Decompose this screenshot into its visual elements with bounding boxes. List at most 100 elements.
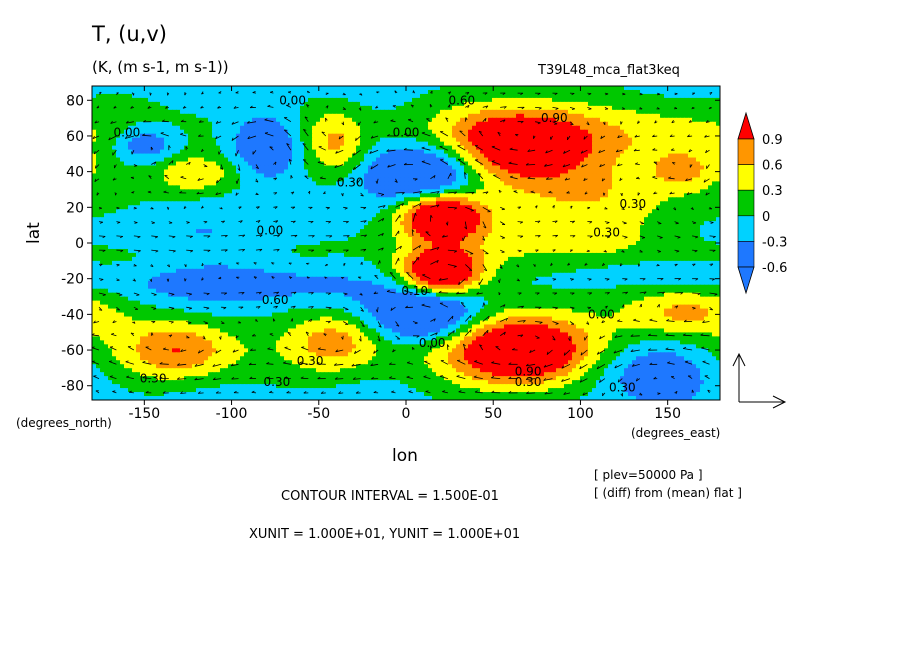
field-cell (284, 181, 289, 186)
field-cell (648, 165, 653, 171)
field-cell (700, 109, 705, 115)
field-cell (608, 169, 613, 175)
field-cell (716, 101, 720, 107)
field-cell (628, 89, 633, 95)
field-cell (348, 129, 353, 135)
field-cell (148, 201, 153, 206)
field-cell (116, 133, 121, 139)
field-cell (296, 185, 301, 190)
field-cell (420, 185, 425, 190)
field-cell (180, 117, 185, 123)
field-cell (416, 89, 421, 95)
field-cell (156, 97, 161, 103)
field-cell (192, 169, 197, 175)
field-cell (192, 117, 197, 123)
field-cell (420, 149, 425, 155)
field-cell (444, 185, 449, 190)
field-cell (456, 201, 461, 206)
field-cell (692, 113, 697, 119)
field-cell (592, 153, 597, 159)
field-cell (196, 157, 201, 163)
field-cell (264, 89, 269, 95)
field-cell (188, 169, 193, 175)
field-cell (100, 93, 105, 99)
field-cell (468, 145, 473, 151)
field-cell (272, 105, 277, 111)
field-cell (612, 113, 617, 119)
field-cell (516, 169, 521, 175)
field-cell (356, 201, 361, 206)
field-cell (568, 149, 573, 155)
field-cell (400, 185, 405, 190)
field-cell (352, 101, 357, 107)
field-cell (592, 101, 597, 107)
field-cell (612, 169, 617, 175)
field-cell (492, 161, 497, 167)
field-cell (628, 93, 633, 99)
field-cell (396, 157, 401, 163)
field-cell (512, 141, 517, 147)
field-cell (620, 86, 625, 91)
field-cell (220, 153, 225, 159)
field-cell (116, 121, 121, 127)
field-cell (152, 193, 157, 198)
field-cell (120, 109, 125, 115)
field-cell (340, 205, 345, 210)
field-cell (160, 105, 165, 111)
field-cell (636, 185, 641, 190)
field-cell (300, 197, 305, 202)
field-cell (584, 209, 589, 214)
field-cell (476, 129, 481, 135)
field-cell (620, 169, 625, 175)
field-cell (364, 89, 369, 95)
field-cell (704, 141, 709, 147)
field-cell (344, 189, 349, 194)
field-cell (220, 157, 225, 163)
field-cell (624, 165, 629, 171)
field-cell (332, 153, 337, 159)
field-cell (120, 125, 125, 131)
field-cell (508, 169, 513, 175)
field-cell (644, 89, 649, 95)
field-cell (340, 129, 345, 135)
field-cell (600, 89, 605, 95)
field-cell (644, 201, 649, 206)
field-cell (104, 197, 109, 202)
field-cell (364, 86, 369, 91)
field-cell (404, 169, 409, 175)
field-cell (676, 121, 681, 127)
field-cell (136, 105, 141, 111)
field-cell (556, 169, 561, 175)
field-cell (524, 193, 529, 198)
field-cell (100, 86, 105, 91)
field-cell (416, 209, 421, 214)
field-cell (100, 197, 105, 202)
field-cell (460, 113, 465, 119)
field-cell (356, 165, 361, 171)
field-cell (208, 141, 213, 147)
field-cell (352, 109, 357, 115)
field-cell (144, 161, 149, 167)
field-cell (200, 153, 205, 159)
field-cell (552, 137, 557, 143)
field-cell (148, 121, 153, 127)
field-cell (200, 97, 205, 103)
field-cell (696, 125, 701, 131)
field-cell (656, 113, 661, 119)
field-cell (572, 157, 577, 163)
field-cell (516, 161, 521, 167)
field-cell (680, 201, 685, 206)
field-cell (124, 157, 129, 163)
field-cell (144, 121, 149, 127)
field-cell (248, 97, 253, 103)
field-cell (556, 149, 561, 155)
field-cell (524, 86, 529, 91)
field-cell (284, 89, 289, 95)
field-cell (592, 145, 597, 151)
field-cell (260, 161, 265, 167)
field-cell (272, 137, 277, 143)
field-cell (616, 117, 621, 123)
field-cell (436, 193, 441, 198)
field-cell (332, 177, 337, 182)
field-cell (480, 117, 485, 123)
